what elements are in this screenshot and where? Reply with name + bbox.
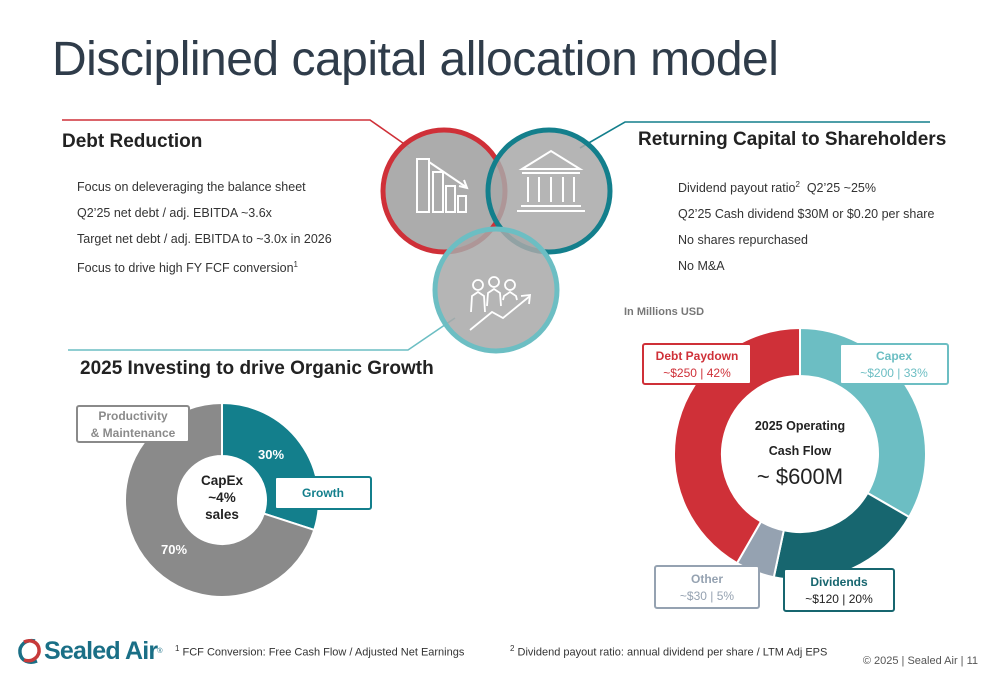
list-item: No shares repurchased [678, 233, 808, 248]
footnote-2: 2 Dividend payout ratio: annual dividend… [510, 644, 828, 659]
maintenance-callout: Productivity & Maintenance [76, 405, 190, 443]
list-item: Focus to drive high FY FCF conversion1 [77, 260, 298, 276]
ocf-center-value: ~ $600M [756, 464, 844, 489]
people-growth-icon [469, 276, 532, 331]
ocf-slice-dividends [772, 491, 911, 581]
returns-connector-line [579, 121, 930, 149]
capex-center-label: CapEx ~4% sales [200, 473, 244, 522]
list-item: Q2’25 net debt / adj. EBITDA ~3.6x [77, 206, 272, 220]
ocf-center-label: 2025 Operating Cash Flow [754, 419, 846, 458]
returns-circle [485, 127, 613, 255]
other-callout: Other ~$30 | 5% [654, 565, 760, 609]
growth-pct-label: 30% [258, 447, 285, 462]
list-item: Focus on deleveraging the balance sheet [77, 180, 306, 194]
list-item: No M&A [678, 259, 725, 274]
copyright: © 2025 | Sealed Air | 11 [862, 655, 978, 667]
declining-bar-chart-icon [416, 158, 469, 213]
sealed-air-logo: Sealed Air ® [16, 636, 163, 666]
returning-capital-heading: Returning Capital to Shareholders [638, 129, 947, 150]
debt-reduction-list: Focus on deleveraging the balance sheet … [77, 174, 332, 281]
growth-connector-line [68, 317, 456, 351]
debt-reduction-heading: Debt Reduction [62, 131, 203, 152]
ocf-slice-debt-paydown [673, 326, 801, 565]
investing-heading: 2025 Investing to drive Organic Growth [80, 358, 434, 379]
unit-label: In Millions USD [624, 306, 705, 318]
returning-capital-list: Dividend payout ratio2 Q2’25 ~25% Q2’25 … [678, 172, 934, 279]
bank-building-icon [517, 149, 585, 212]
sealed-air-mark-icon [18, 638, 41, 664]
footnote-1: 1 FCF Conversion: Free Cash Flow / Adjus… [175, 644, 465, 659]
debt-connector-line [62, 119, 411, 149]
list-item: Target net debt / adj. EBITDA to ~3.0x i… [77, 232, 332, 246]
capex-callout: Capex ~$200 | 33% [839, 343, 949, 385]
maintenance-pct-label: 70% [161, 542, 188, 557]
dividends-callout: Dividends ~$120 | 20% [783, 568, 895, 612]
list-item: Dividend payout ratio2 Q2’25 ~25% [678, 180, 876, 196]
page-title: Disciplined capital allocation model [52, 33, 779, 86]
debt-paydown-callout: Debt Paydown ~$250 | 42% [642, 343, 752, 385]
growth-callout: Growth [274, 476, 372, 510]
list-item: Q2’25 Cash dividend $30M or $0.20 per sh… [678, 207, 935, 222]
